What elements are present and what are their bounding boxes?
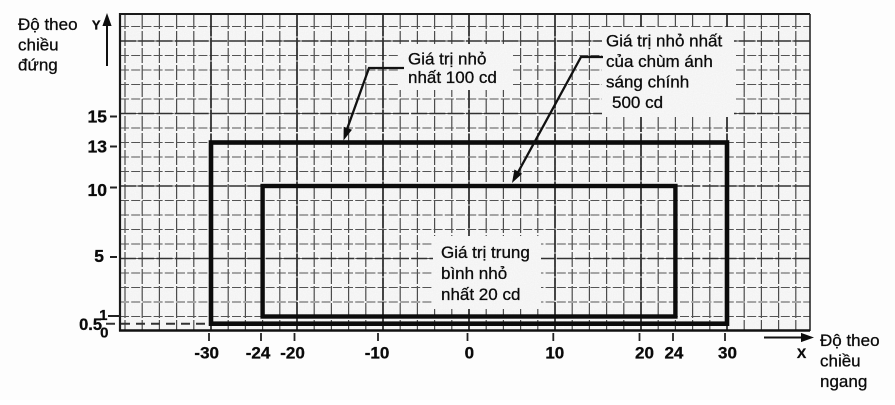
svg-text:5: 5 [94,246,104,266]
svg-text:24: 24 [664,344,683,363]
svg-text:-10: -10 [365,344,390,363]
svg-text:15: 15 [88,107,108,127]
svg-text:0.5: 0.5 [79,316,102,334]
svg-text:20: 20 [635,344,654,363]
svg-text:-30: -30 [194,344,219,363]
svg-text:chiều: chiều [18,35,59,54]
svg-text:0: 0 [100,325,108,342]
svg-text:1: 1 [99,307,107,324]
svg-text:-24: -24 [246,344,271,363]
svg-text:Độ theo: Độ theo [18,15,78,34]
svg-text:X: X [797,345,807,361]
svg-text:Độ theo: Độ theo [820,331,880,350]
svg-text:13: 13 [88,137,108,157]
svg-text:Y: Y [92,18,101,33]
svg-text:10: 10 [545,344,564,363]
svg-text:ngang: ngang [820,372,867,391]
svg-text:30: 30 [718,344,737,363]
svg-text:10: 10 [88,180,108,200]
svg-text:-20: -20 [280,344,305,363]
svg-text:đứng: đứng [18,56,58,75]
svg-text:chiều: chiều [820,352,861,371]
svg-text:0: 0 [465,344,474,363]
